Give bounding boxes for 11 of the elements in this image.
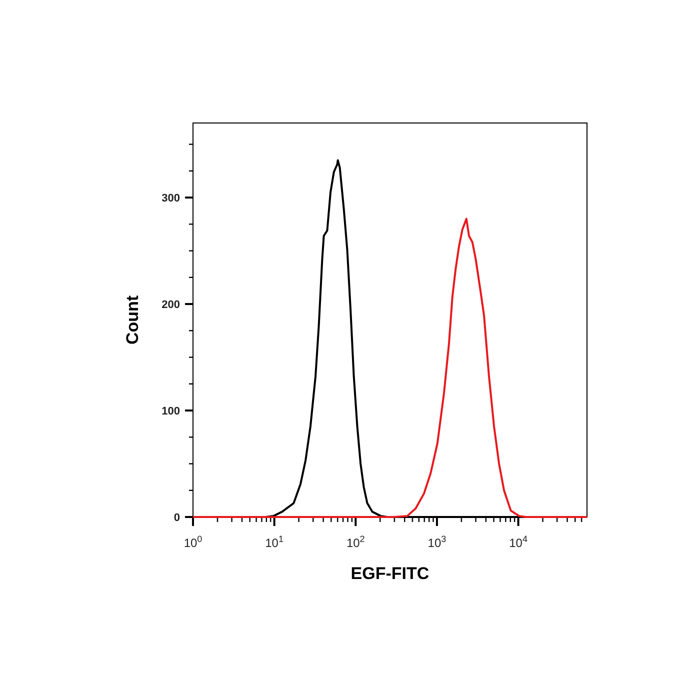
x-tick-label: 10$^{4}$ — [509, 534, 528, 550]
y-tick-label: 200 — [162, 298, 180, 311]
x-tick-label: 10$^{0}$ — [184, 534, 202, 550]
y-tick-label: 0 — [174, 512, 180, 524]
y-tick-label: 300 — [162, 192, 180, 204]
x-tick-label: 10$^{2}$ — [346, 534, 365, 550]
x-tick-label: 10$^{3}$ — [428, 534, 446, 550]
x-axis-title: EGF-FITC — [350, 564, 430, 583]
x-tick-label: 10$^{1}$ — [265, 534, 284, 550]
y-tick-label: 100 — [162, 405, 180, 418]
y-axis-title: Count — [123, 295, 142, 345]
